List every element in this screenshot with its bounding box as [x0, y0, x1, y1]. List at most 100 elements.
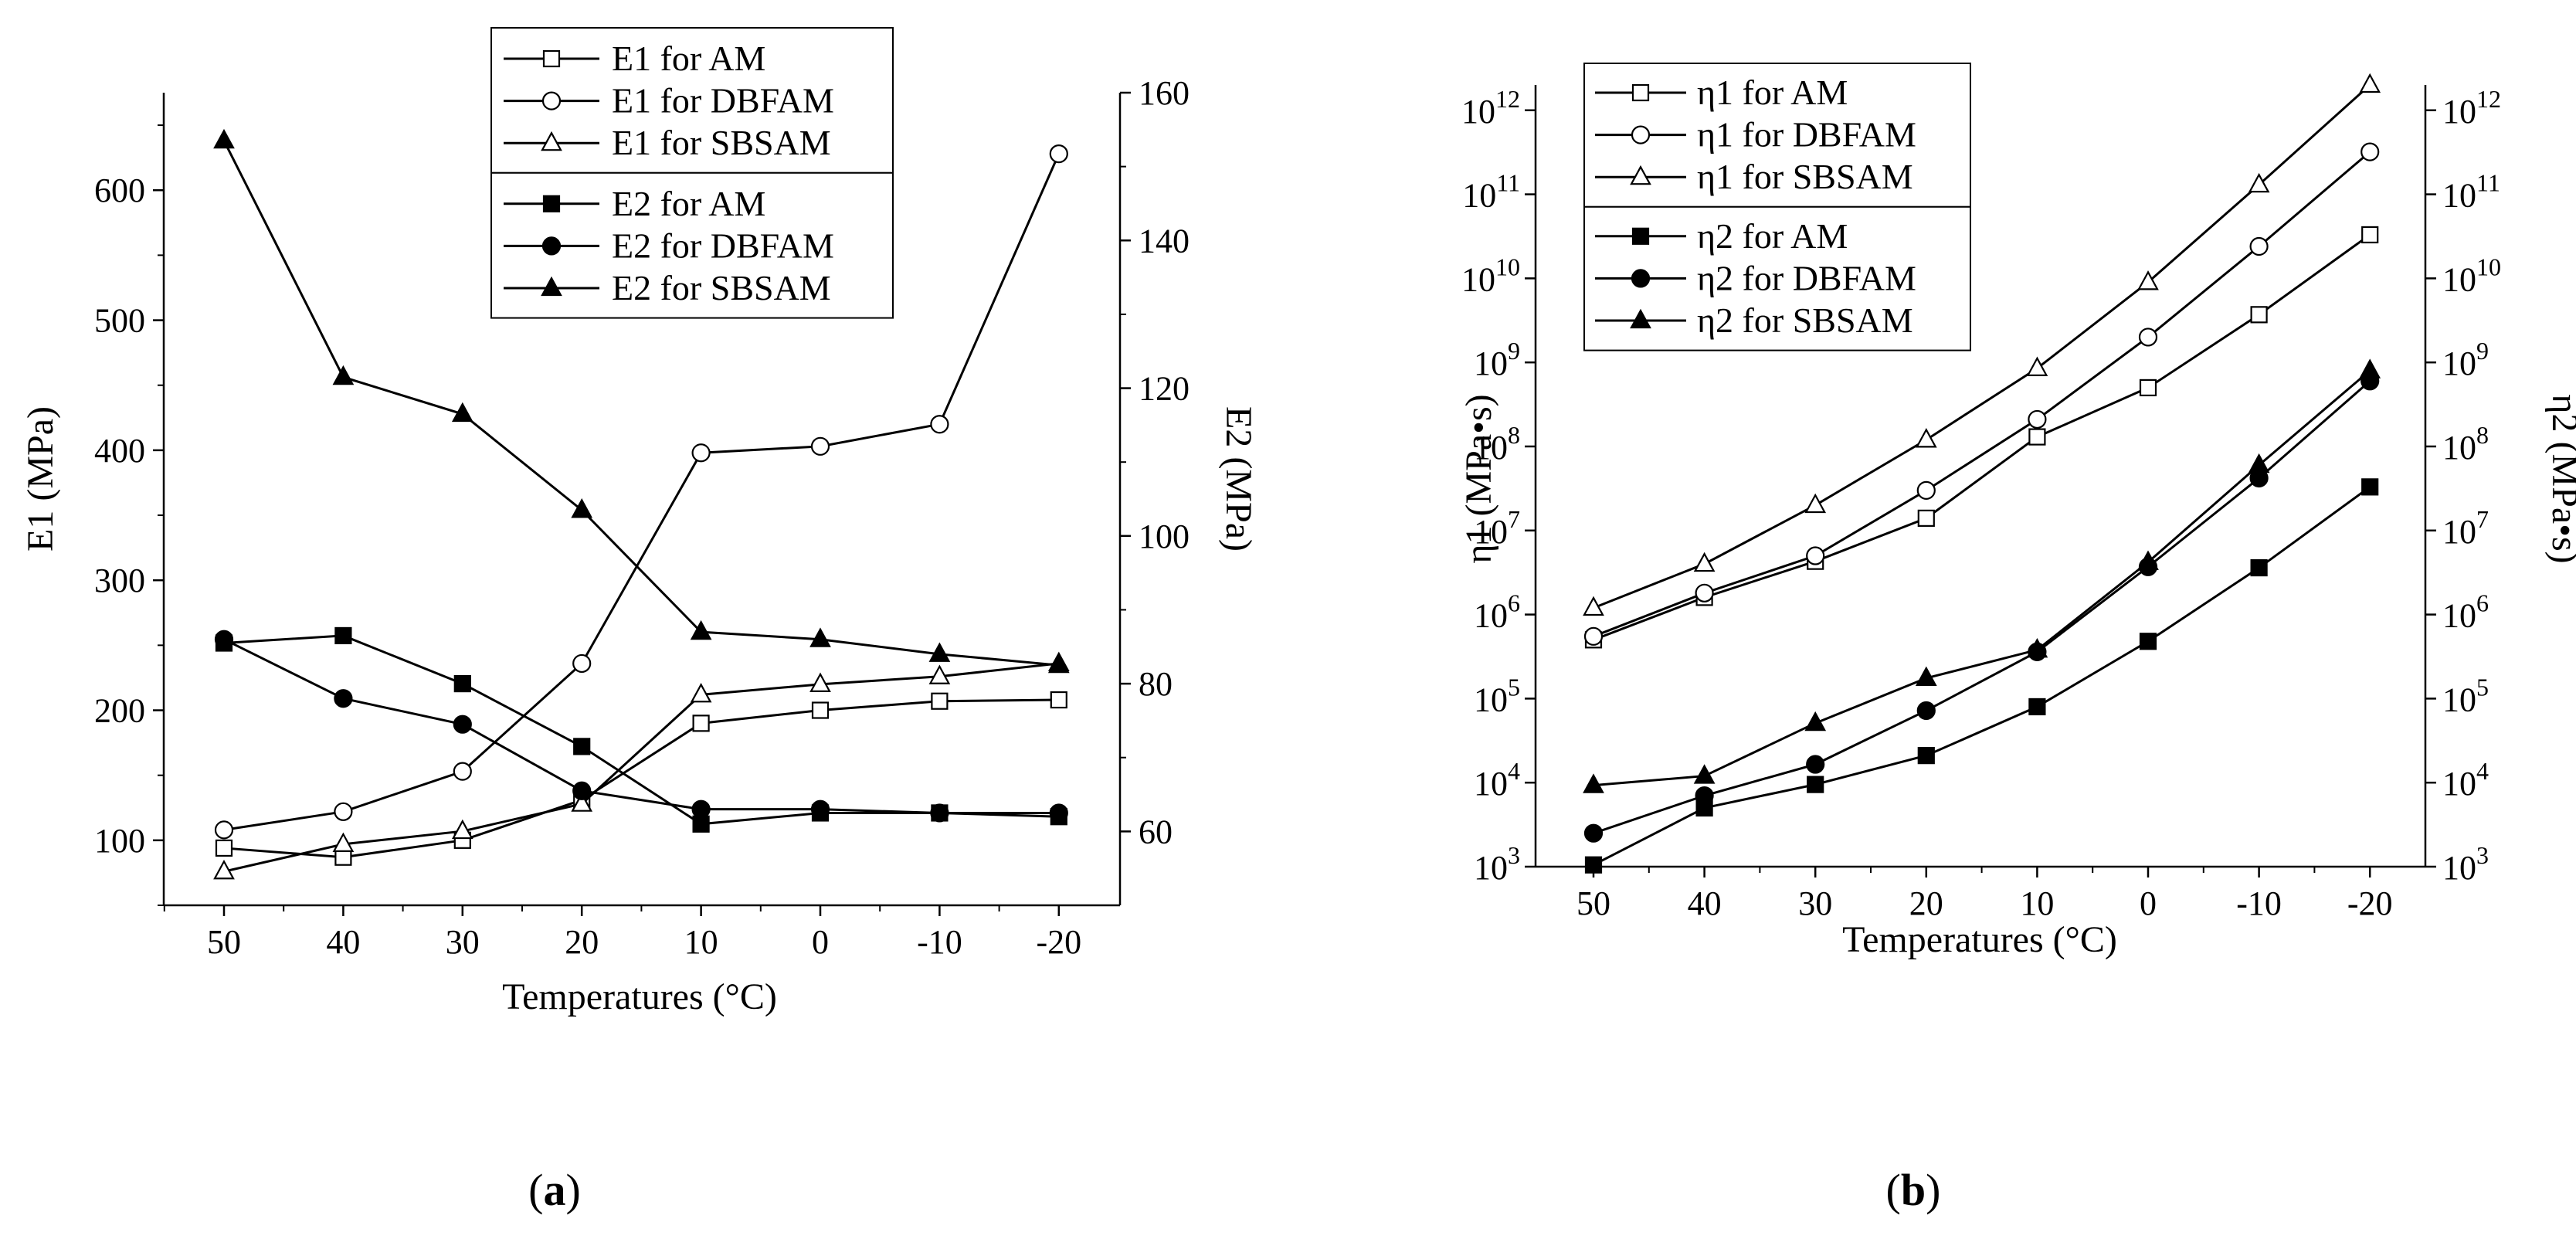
panel-a-caption-letter: a	[544, 1165, 566, 1215]
panel-a-point-e1-for-sbsam	[690, 683, 712, 703]
panel-b-point-2-for-sbsam	[2026, 638, 2048, 658]
panel-b-x-tick-label: 40	[1688, 884, 1722, 922]
panel-b-point-2-for-am	[1917, 747, 1935, 765]
panel-b-point-1-for-sbsam	[1583, 596, 1604, 616]
panel-b-series-line-1-for-am	[1593, 233, 2371, 641]
panel-a-y2-tick-label: 120	[1139, 370, 1190, 408]
panel-a-x-tick-label: 0	[812, 923, 829, 961]
panel-a-point-e1-for-dbfam	[691, 443, 711, 463]
panel-b-caption-letter: b	[1901, 1165, 1926, 1215]
panel-b-point-1-for-dbfam	[2138, 328, 2158, 347]
panel-b-chart: 50 40 30 20 10 0 -10 -20 103 103 104 104 105 105 106 10…	[1458, 63, 2576, 1215]
panel-a-series-line-e1-for-sbsam	[223, 662, 1059, 873]
panel-b-point-1-for-dbfam	[2360, 142, 2380, 161]
panel-a-point-e1-for-sbsam	[809, 672, 831, 692]
panel-a-legend-label: E1 for DBFAM	[612, 81, 834, 121]
panel-b-x-tick-label: 10	[2020, 884, 2054, 922]
panel-b-point-2-for-am	[2250, 558, 2268, 577]
panel-b-point-1-for-am	[2250, 306, 2268, 324]
panel-b-x-tick-label: 0	[2140, 884, 2157, 922]
panel-a-point-e1-for-dbfam	[810, 436, 830, 456]
panel-b-legend-label: η1 for AM	[1697, 73, 1848, 112]
panel-a-point-e1-for-sbsam	[571, 792, 593, 812]
panel-a-y2-axis-label: E2 (MPa)	[1218, 406, 1259, 552]
panel-a-chart: 50 40 30 20 10 0 -10 -2010020030040050060060801…	[20, 27, 1259, 1215]
panel-b-legend-marker	[1631, 83, 1650, 102]
panel-a-y-tick-label: 400	[94, 432, 145, 470]
panel-a-y2-tick-label: 100	[1139, 518, 1190, 555]
panel-a-point-e2-for-sbsam	[690, 620, 712, 640]
panel-a-point-e2-for-dbfam	[334, 689, 353, 708]
panel-a-point-e1-for-am	[692, 715, 710, 732]
panel-a-y-axis-label: E1 (MPa)	[20, 406, 61, 552]
panel-a-point-e2-for-am	[334, 626, 352, 645]
panel-b-point-2-for-sbsam	[1804, 711, 1827, 732]
panel-a-axes: 50 40 30 20 10 0 -10 -2010020030040050060060801…	[94, 74, 1190, 961]
panel-a-legend-marker	[541, 91, 562, 110]
panel-b-point-1-for-dbfam	[1695, 583, 1714, 603]
panel-b-x-tick-label: 20	[1909, 884, 1943, 922]
panel-b-point-1-for-sbsam	[2137, 270, 2159, 290]
panel-a-x-tick-label: 30	[446, 923, 480, 961]
panel-a-point-e2-for-sbsam	[1047, 653, 1070, 674]
panel-b-y2-tick-label: 1011	[2442, 169, 2500, 215]
panel-a-point-e1-for-am	[1050, 691, 1067, 709]
panel-b-x-tick-label: 50	[1576, 884, 1610, 922]
panel-a-legend-label: E2 for DBFAM	[612, 226, 834, 265]
panel-b-point-1-for-am	[2139, 378, 2157, 397]
panel-b-x-tick-label: -10	[2236, 884, 2282, 922]
panel-a-point-e1-for-sbsam	[928, 664, 951, 684]
panel-b-point-2-for-sbsam	[1693, 764, 1716, 784]
panel-a-series-line-e2-for-am	[223, 634, 1059, 826]
panel-b-point-2-for-dbfam	[1916, 701, 1936, 721]
panel-a-legend-label: E1 for AM	[612, 39, 765, 78]
panel-b-y-tick-label: 104	[1474, 757, 1520, 803]
panel-a-point-e2-for-sbsam	[332, 365, 355, 385]
panel-a-legend-marker	[541, 236, 562, 256]
panel-b-y2-tick-label: 106	[2442, 589, 2489, 635]
panel-b-series-line-2-for-dbfam	[1593, 380, 2371, 835]
panel-b-point-1-for-dbfam	[2249, 236, 2269, 256]
panel-b-point-1-for-sbsam	[2026, 356, 2048, 376]
panel-b-y-tick-label: 105	[1474, 673, 1520, 718]
panel-a-x-tick-label: -20	[1036, 923, 1081, 961]
panel-b-point-2-for-am	[1584, 856, 1603, 874]
panel-a-point-e2-for-sbsam	[928, 642, 951, 662]
panel-a-caption: (a)	[528, 1165, 581, 1215]
panel-a-point-e2-for-sbsam	[809, 627, 831, 647]
panel-a-point-e1-for-sbsam	[213, 859, 235, 880]
panel-a-y2-tick-label: 60	[1139, 813, 1173, 850]
panel-a-point-e2-for-dbfam	[810, 799, 830, 819]
panel-a-series-line-e2-for-sbsam	[222, 140, 1059, 667]
panel-a-x-tick-label: 10	[684, 923, 718, 961]
panel-b-y2-axis-label: η2 (MPa•s)	[2544, 394, 2576, 563]
panel-b-legend-marker	[1631, 269, 1651, 288]
panel-a-point-e1-for-sbsam	[451, 819, 473, 840]
panel-b-legend-label: η2 for AM	[1697, 216, 1848, 256]
panel-a-point-e1-for-am	[215, 839, 233, 857]
panel-b-y-axis-label: η1 (MPa•s)	[1458, 394, 1499, 563]
panel-b-legend-label: η1 for DBFAM	[1697, 115, 1916, 154]
panel-a-point-e2-for-sbsam	[213, 128, 235, 149]
panel-a-point-e2-for-dbfam	[1049, 803, 1068, 823]
panel-b-y-tick-label: 1011	[1462, 169, 1520, 215]
panel-a-y2-tick-label: 140	[1139, 222, 1190, 260]
panel-a-point-e1-for-sbsam	[332, 832, 355, 852]
panel-b-legend-label: η2 for SBSAM	[1697, 300, 1913, 340]
panel-a-point-e2-for-sbsam	[451, 402, 473, 423]
panel-a-series-line-e1-for-am	[223, 698, 1059, 859]
panel-a-x-tick-label: 50	[207, 923, 241, 961]
panel-a-legend-label: E2 for AM	[612, 184, 765, 223]
panel-b-legend-label: η1 for SBSAM	[1697, 157, 1913, 196]
panel-b-y-tick-label: 106	[1474, 589, 1520, 635]
panel-b-point-2-for-sbsam	[2359, 358, 2381, 378]
panel-b-point-2-for-am	[2361, 478, 2379, 496]
panel-b-y2-tick-label: 108	[2442, 421, 2489, 467]
panel-b-y2-tick-label: 109	[2442, 337, 2489, 382]
panel-b-legend-marker	[1630, 308, 1651, 329]
panel-b-point-2-for-am	[1807, 776, 1824, 793]
panel-a-point-e2-for-am	[692, 815, 710, 833]
